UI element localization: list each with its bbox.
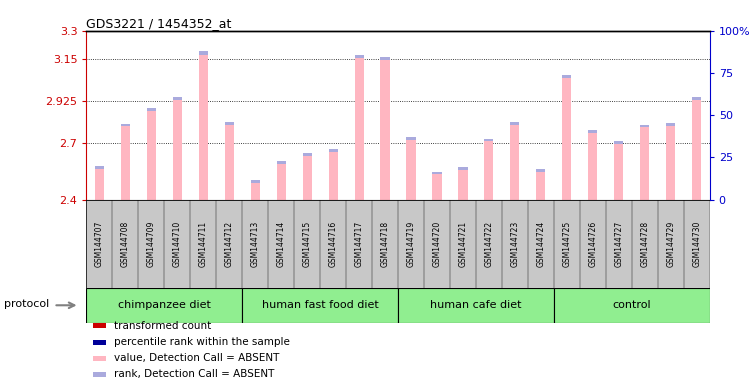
Text: GSM144727: GSM144727 [614, 221, 623, 267]
Bar [406, 137, 415, 140]
Bar [458, 167, 468, 170]
Bar [666, 126, 675, 200]
Bar [146, 111, 156, 200]
Bar [406, 140, 415, 200]
Bar [92, 340, 107, 345]
Text: GSM144709: GSM144709 [146, 221, 155, 267]
Text: GSM144720: GSM144720 [433, 221, 442, 267]
Bar [95, 169, 104, 200]
Bar [303, 153, 312, 156]
Text: human fast food diet: human fast food diet [262, 300, 379, 310]
Text: GSM144710: GSM144710 [173, 221, 182, 267]
Bar [173, 98, 182, 100]
Bar [614, 141, 623, 144]
Bar [614, 144, 623, 200]
Text: GSM144719: GSM144719 [406, 221, 415, 267]
Bar [381, 57, 390, 60]
Text: GDS3221 / 1454352_at: GDS3221 / 1454352_at [86, 17, 232, 30]
Bar [276, 164, 285, 200]
Bar [484, 141, 493, 200]
Bar [433, 174, 442, 200]
Text: percentile rank within the sample: percentile rank within the sample [114, 337, 291, 347]
Bar [251, 180, 260, 183]
Bar [328, 149, 338, 152]
Text: GSM144714: GSM144714 [276, 221, 285, 267]
Text: control: control [613, 300, 651, 310]
Text: GSM144725: GSM144725 [562, 221, 572, 267]
Bar [225, 124, 234, 200]
Bar [640, 124, 650, 127]
Text: human cafe diet: human cafe diet [430, 300, 522, 310]
Bar [199, 51, 208, 55]
Text: protocol: protocol [5, 298, 50, 309]
Text: GSM144711: GSM144711 [199, 221, 208, 267]
Bar [484, 139, 493, 141]
Bar [199, 55, 208, 200]
Bar [398, 288, 554, 323]
Bar [588, 130, 597, 133]
Bar [588, 133, 597, 200]
Bar [354, 58, 363, 200]
Text: GSM144729: GSM144729 [666, 221, 675, 267]
Bar [121, 124, 130, 126]
Bar [354, 55, 363, 58]
Text: GSM144715: GSM144715 [303, 221, 312, 267]
Text: transformed count: transformed count [114, 321, 212, 331]
Bar [562, 78, 572, 200]
Bar [225, 122, 234, 124]
Text: chimpanzee diet: chimpanzee diet [118, 300, 211, 310]
Bar [251, 183, 260, 200]
Bar [640, 127, 650, 200]
Bar [554, 288, 710, 323]
Bar [121, 126, 130, 200]
Bar [242, 288, 398, 323]
Bar [303, 156, 312, 200]
Bar [86, 288, 242, 323]
Bar [536, 172, 545, 200]
Bar [381, 60, 390, 200]
Bar [173, 100, 182, 200]
Bar [146, 108, 156, 111]
Bar [692, 98, 701, 100]
Bar [562, 75, 572, 78]
Text: GSM144713: GSM144713 [251, 221, 260, 267]
Bar [95, 166, 104, 169]
Text: GSM144722: GSM144722 [484, 221, 493, 267]
Bar [433, 172, 442, 174]
Bar [276, 161, 285, 164]
Bar [92, 323, 107, 328]
Bar [666, 123, 675, 126]
Text: GSM144718: GSM144718 [381, 221, 390, 267]
Bar [692, 100, 701, 200]
Text: GSM144717: GSM144717 [354, 221, 363, 267]
Text: GSM144708: GSM144708 [121, 221, 130, 267]
Text: GSM144707: GSM144707 [95, 221, 104, 267]
Text: rank, Detection Call = ABSENT: rank, Detection Call = ABSENT [114, 369, 275, 379]
Text: value, Detection Call = ABSENT: value, Detection Call = ABSENT [114, 353, 280, 363]
Text: GSM144716: GSM144716 [329, 221, 338, 267]
Bar [92, 372, 107, 377]
Text: GSM144721: GSM144721 [458, 221, 467, 267]
Bar [536, 169, 545, 172]
Text: GSM144724: GSM144724 [536, 221, 545, 267]
Text: GSM144730: GSM144730 [692, 221, 701, 267]
Bar [458, 170, 468, 200]
Bar [328, 152, 338, 200]
Text: GSM144726: GSM144726 [588, 221, 597, 267]
Text: GSM144723: GSM144723 [511, 221, 520, 267]
Text: GSM144712: GSM144712 [225, 221, 234, 267]
Text: GSM144728: GSM144728 [641, 221, 650, 267]
Bar [511, 124, 520, 200]
Bar [511, 122, 520, 124]
Bar [92, 356, 107, 361]
